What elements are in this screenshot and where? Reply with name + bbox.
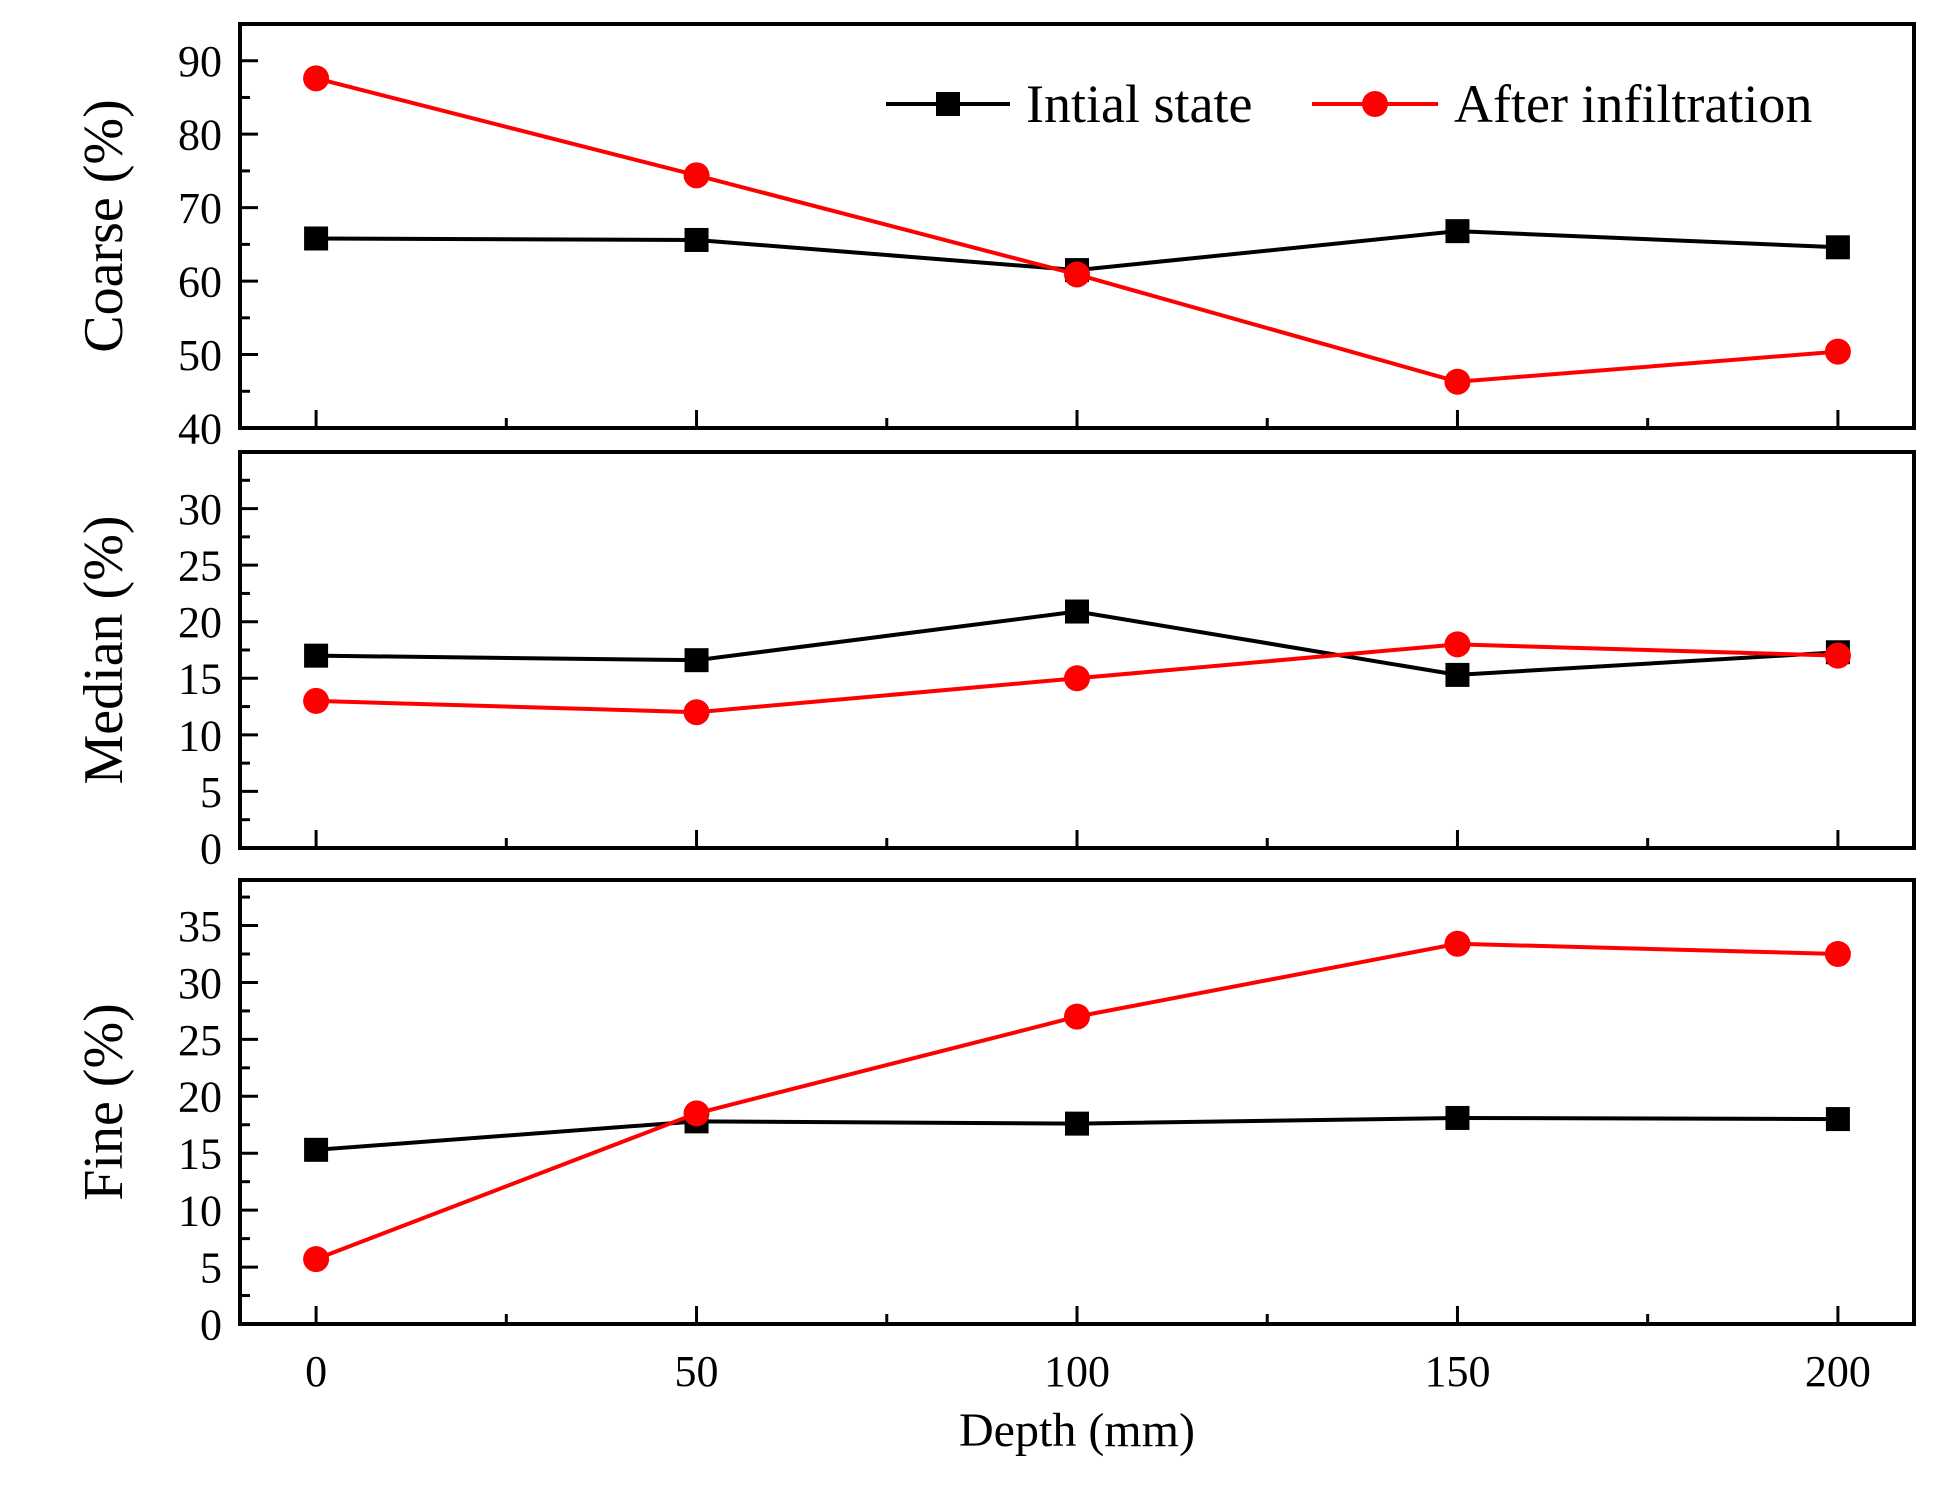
x-tick-label: 100	[1044, 1347, 1110, 1396]
coarse-after-point	[1444, 368, 1471, 395]
median-y-tick-label: 20	[178, 598, 222, 647]
fine-after-point	[303, 1246, 330, 1273]
fine-y-tick-label: 0	[200, 1300, 222, 1349]
median-after-point	[1444, 631, 1471, 658]
median-initial-point	[1445, 662, 1470, 687]
median-y-axis-title: Median (%)	[73, 515, 135, 784]
median-y-tick-label: 0	[200, 824, 222, 873]
fine-y-tick-label: 10	[178, 1187, 222, 1236]
median-after-point	[683, 699, 710, 726]
median-after-point	[303, 687, 330, 714]
median-initial-point	[1065, 599, 1089, 624]
legend-square-marker	[936, 92, 960, 116]
fine-initial-point	[1825, 1107, 1850, 1132]
fine-after-point	[1444, 930, 1471, 957]
coarse-after-point	[683, 162, 710, 189]
legend: Intial state After infiltration	[886, 74, 1812, 134]
coarse-y-tick-label: 60	[178, 257, 222, 306]
x-tick-label: 150	[1424, 1347, 1490, 1396]
legend-circle-marker	[1362, 91, 1388, 117]
x-tick-label: 50	[675, 1347, 719, 1396]
coarse-initial-point	[304, 226, 329, 251]
coarse-after-point	[1064, 261, 1090, 288]
median-initial-point	[684, 648, 709, 673]
median-y-tick-label: 30	[178, 485, 222, 534]
coarse-y-tick-label: 70	[178, 184, 222, 233]
coarse-y-tick-label: 40	[178, 404, 222, 453]
x-axis-title: Depth (mm)	[959, 1404, 1195, 1457]
fine-panel: 0 5 10 15 20 25 30 35 0 50 100 150 200 Fine (%)	[73, 878, 1916, 1396]
coarse-initial-point	[684, 227, 709, 252]
legend-label: Intial state	[1026, 74, 1252, 134]
fine-y-tick-label: 5	[200, 1243, 222, 1292]
fine-initial-point	[1445, 1105, 1470, 1130]
coarse-y-tick-label: 80	[178, 111, 222, 160]
median-initial-point	[304, 643, 329, 668]
fine-y-tick-label: 25	[178, 1016, 222, 1065]
fine-after-point	[683, 1100, 710, 1127]
median-y-tick-label: 5	[200, 768, 222, 817]
coarse-y-axis-title: Coarse (%)	[73, 99, 135, 352]
coarse-initial-point	[1825, 235, 1850, 260]
fine-y-tick-label: 20	[178, 1073, 222, 1122]
fine-initial-point	[304, 1137, 329, 1162]
fine-y-tick-label: 30	[178, 959, 222, 1008]
legend-label: After infiltration	[1454, 74, 1812, 134]
median-after-point	[1064, 665, 1090, 692]
coarse-panel: 40 50 60 70 80 90 Coarse (%)	[73, 22, 1916, 453]
x-tick-label: 0	[305, 1347, 327, 1396]
median-y-tick-label: 10	[178, 711, 222, 760]
fine-y-tick-label: 15	[178, 1130, 222, 1179]
median-y-tick-label: 25	[178, 542, 222, 591]
coarse-after-point	[303, 65, 330, 92]
x-tick-label: 200	[1805, 1347, 1871, 1396]
fine-initial-point	[1065, 1111, 1089, 1136]
fine-after-series-line	[315, 941, 1838, 1261]
fine-y-axis-title: Fine (%)	[73, 1003, 135, 1201]
median-after-point	[1824, 642, 1851, 669]
fine-frame	[238, 878, 1916, 1326]
coarse-y-tick-label: 90	[178, 37, 222, 86]
coarse-after-point	[1824, 338, 1851, 365]
fine-after-point	[1064, 1003, 1090, 1030]
coarse-initial-point	[1445, 219, 1470, 244]
fine-y-tick-label: 35	[178, 902, 222, 951]
coarse-y-tick-label: 50	[178, 331, 222, 380]
median-panel: 0 5 10 15 20 25 30 Median (%)	[73, 450, 1916, 873]
fine-after-point	[1824, 941, 1851, 967]
median-y-tick-label: 15	[178, 655, 222, 704]
